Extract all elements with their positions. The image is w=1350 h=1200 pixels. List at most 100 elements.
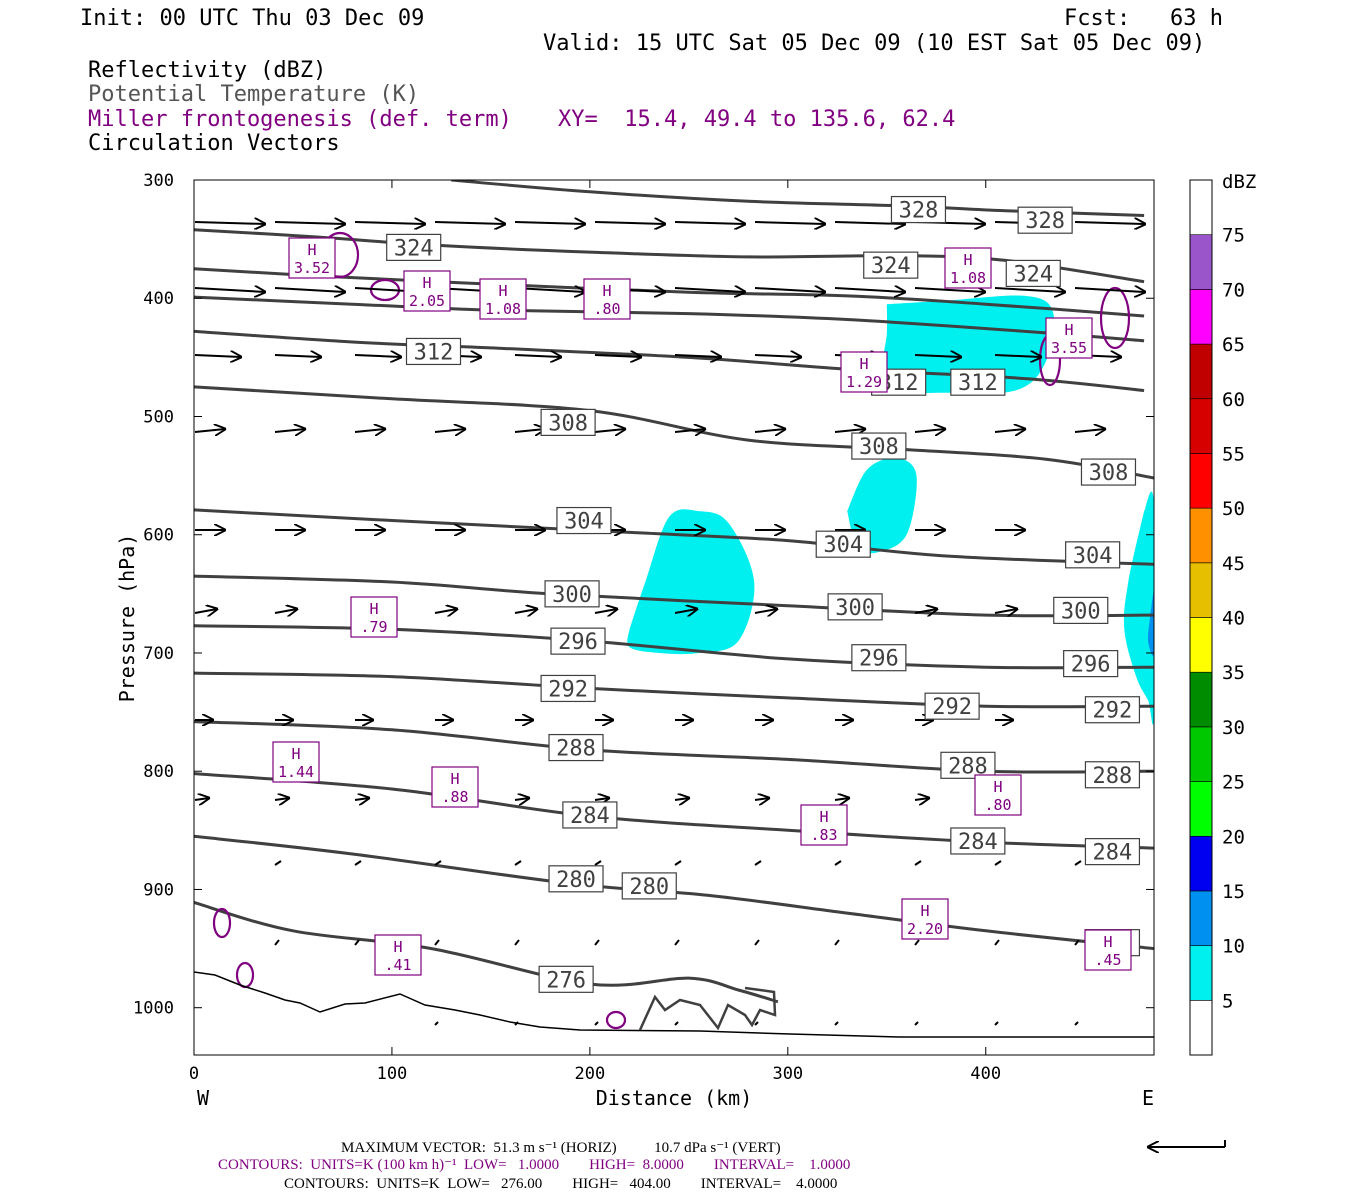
theta-label-box xyxy=(1017,206,1073,234)
circulation-vector xyxy=(514,429,545,432)
circulation-vector xyxy=(434,939,440,946)
circulation-vector xyxy=(514,860,522,866)
theta-label-box xyxy=(544,580,600,608)
theta-label-box xyxy=(540,674,596,703)
frontogenesis-max-value: 1.44 xyxy=(278,763,314,781)
reflectivity-area xyxy=(627,509,755,655)
frontogenesis-max-box xyxy=(840,351,888,393)
frontogenesis-max-box xyxy=(974,774,1022,816)
circulation-vector xyxy=(194,222,265,224)
circulation-vector xyxy=(914,609,937,613)
field-frontogenesis: Miller frontogenesis (def. term) xyxy=(88,107,512,132)
theta-label-box xyxy=(1053,596,1109,625)
colorbar-swatch xyxy=(1189,343,1213,400)
axes-layer: 300 400 500 600 700 800 900 1000 0 100 200 300 400 Di… xyxy=(115,171,1154,1110)
circulation-vector xyxy=(674,939,680,946)
circulation-vector xyxy=(994,860,1002,866)
theta-label-box xyxy=(940,751,996,779)
circulation-vector xyxy=(1074,222,1145,224)
theta-label: 288 xyxy=(556,737,596,762)
frontogenesis-contour xyxy=(605,1010,627,1030)
colorbar-label: 75 xyxy=(1222,225,1245,247)
circulation-vector xyxy=(834,288,905,292)
frontogenesis-max-h: H xyxy=(819,808,828,826)
colorbar-swatch xyxy=(1189,289,1213,345)
frontogenesis-max-value: 3.55 xyxy=(1051,339,1087,357)
theta-label: 304 xyxy=(823,533,863,558)
theta-label: 300 xyxy=(552,583,592,608)
frontogenesis-max-h: H xyxy=(1064,321,1073,339)
circulation-vector xyxy=(354,429,385,432)
frontogenesis-max-box xyxy=(431,766,479,808)
colorbar-label: 70 xyxy=(1222,279,1245,301)
frontogenesis-max-h: H xyxy=(859,355,868,373)
theta-label: 280 xyxy=(556,868,596,893)
frontogenesis-max-box xyxy=(1084,929,1132,971)
circulation-vector xyxy=(434,1021,439,1026)
circulation-vector xyxy=(354,939,360,946)
circulation-vector xyxy=(274,939,280,946)
circulation-vector xyxy=(594,355,641,357)
circulation-vector xyxy=(594,609,617,613)
frontogenesis-max-box xyxy=(901,898,949,940)
circulation-vector xyxy=(594,222,665,224)
frontogenesis-max-box xyxy=(1045,317,1093,359)
colorbar-label: 65 xyxy=(1222,334,1245,356)
circulation-vector xyxy=(194,355,241,357)
circulation-vector xyxy=(514,939,520,946)
reflectivity-area xyxy=(1123,491,1154,725)
theta-contour-276 xyxy=(194,901,779,1004)
theta-label-box xyxy=(405,337,462,366)
colorbar-label: 45 xyxy=(1222,553,1245,575)
frontogenesis-contour xyxy=(1099,286,1131,350)
theta-label: 328 xyxy=(899,199,939,224)
terrain-surface xyxy=(194,971,1154,1038)
plot-frame xyxy=(193,179,1155,1056)
colorbar-swatch xyxy=(1189,890,1213,946)
frontogenesis-max-h: H xyxy=(993,778,1002,796)
theta-contour-note: CONTOURS: UNITS=K LOW= 276.00 HIGH= 404.… xyxy=(284,1176,838,1192)
theta-label-box xyxy=(562,801,618,829)
theta-label: 292 xyxy=(548,677,588,702)
theta-label: 284 xyxy=(958,830,998,855)
frontogenesis-max-value: 1.08 xyxy=(485,300,521,318)
colorbar-label: 30 xyxy=(1222,717,1245,739)
theta-label-box xyxy=(538,965,594,993)
frontogenesis-max-value: 1.08 xyxy=(950,269,986,287)
circulation-vector xyxy=(834,1021,839,1026)
frontogenesis-max-value: .45 xyxy=(1094,951,1121,969)
frontogenesis-max-value: 3.52 xyxy=(294,259,330,277)
theta-label: 296 xyxy=(558,630,598,655)
theta-label: 276 xyxy=(546,968,586,993)
colorbar-swatch xyxy=(1189,671,1213,728)
frontogenesis-max-value: .79 xyxy=(360,618,387,636)
theta-label: 280 xyxy=(629,875,669,900)
theta-label-box xyxy=(1080,458,1137,486)
circulation-vector xyxy=(914,798,929,800)
circulation-vector xyxy=(754,939,760,946)
max-vector-note: MAXIMUM VECTOR: 51.3 m s⁻¹ (HORIZ) 10.7 … xyxy=(341,1140,781,1156)
y-tick-label: 700 xyxy=(143,644,174,664)
circulation-vector xyxy=(754,609,777,613)
circulation-vector xyxy=(274,860,282,866)
frontogenesis-max-box xyxy=(272,741,320,783)
circulation-vector xyxy=(194,288,265,292)
circulation-vector xyxy=(194,798,209,800)
frontogenesis-max-box xyxy=(944,247,992,289)
forecast-hour: Fcst: 63 h xyxy=(1064,6,1223,31)
theta-label: 296 xyxy=(859,647,899,672)
theta-label: 308 xyxy=(1089,461,1129,486)
frontogenesis-contour-note: CONTOURS: UNITS=K (100 km h)⁻¹ LOW= 1.00… xyxy=(218,1157,851,1173)
circulation-vector xyxy=(434,860,442,866)
circulation-vector xyxy=(1074,1021,1079,1026)
colorbar-label: 60 xyxy=(1222,389,1245,411)
colorbar-swatch xyxy=(1189,398,1213,454)
frontogenesis-max-h: H xyxy=(450,770,459,788)
theta-label-box xyxy=(863,251,919,279)
circulation-vector xyxy=(914,288,985,292)
circulation-vector xyxy=(754,860,762,866)
theta-label: 300 xyxy=(1061,599,1101,624)
colorbar-label: 35 xyxy=(1222,662,1245,684)
